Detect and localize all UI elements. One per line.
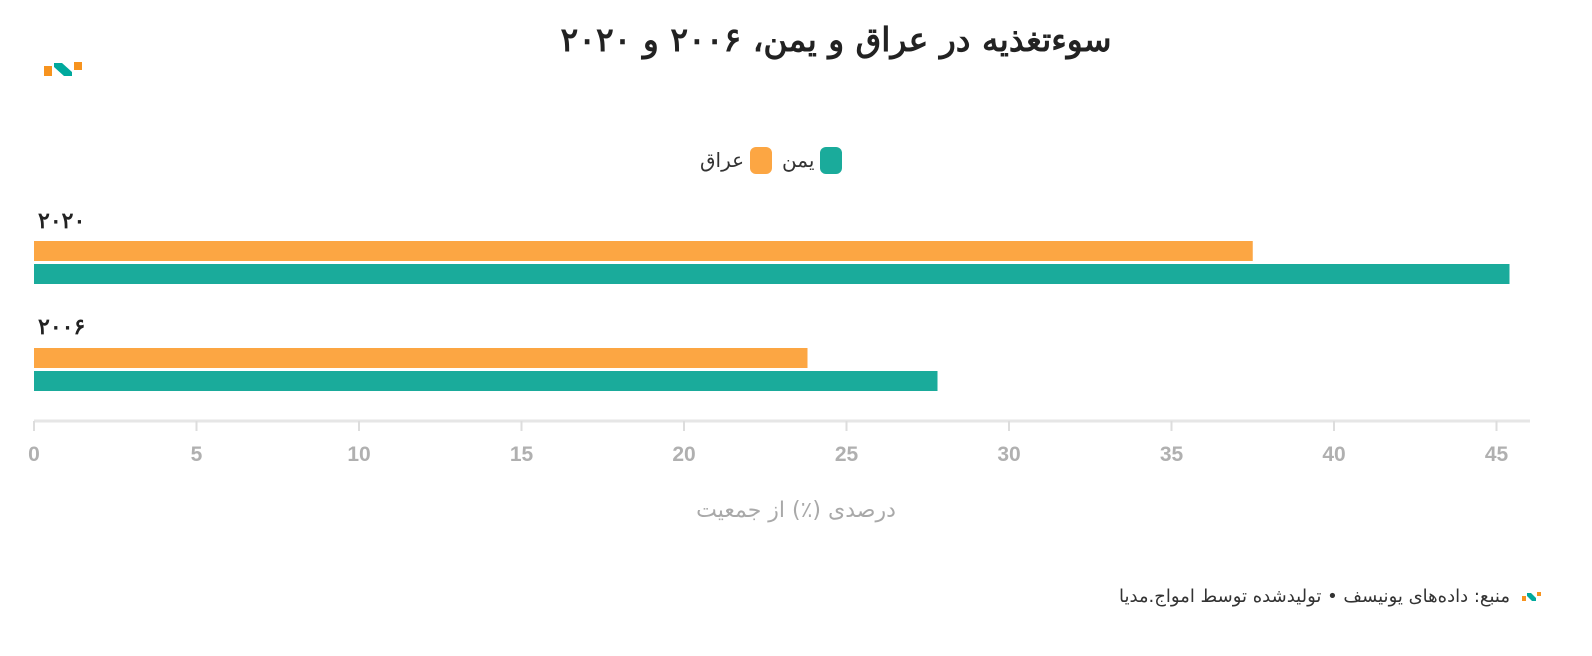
footer-logo-icon: [1522, 591, 1541, 601]
chart-title: سوءتغذیه در عراق و یمن، ۲۰۰۶ و ۲۰۲۰: [560, 20, 1112, 59]
legend-swatch-iraq: [750, 146, 773, 174]
x-tick-label: 20: [672, 443, 695, 466]
x-tick-label: 35: [1160, 443, 1184, 466]
source-note: منبع: داده‌های یونیسف • تولیدشده توسط ام…: [1118, 586, 1510, 607]
legend-label-yemen: یمن: [782, 148, 815, 172]
legend-swatch-yemen: [820, 146, 843, 174]
bar-iraq: [34, 348, 808, 368]
x-tick-label: 30: [997, 443, 1020, 466]
x-tick-label: 0: [28, 443, 40, 466]
category-label: ۲۰۲۰: [38, 208, 85, 234]
footer: منبع: داده‌های یونیسف • تولیدشده توسط ام…: [1119, 586, 1542, 607]
x-tick-label: 25: [835, 443, 859, 466]
bar-yemen: [34, 264, 1510, 284]
bar-yemen: [34, 371, 938, 391]
x-tick-label: 5: [191, 443, 203, 466]
x-axis-title: درصدی (٪) از جمعیت: [696, 498, 896, 523]
chart-legend: یمن عراق: [700, 144, 843, 176]
legend-item-iraq[interactable]: عراق: [700, 146, 773, 174]
legend-item-yemen[interactable]: یمن: [782, 146, 843, 174]
x-tick-label: 15: [510, 443, 534, 466]
x-tick-label: 40: [1322, 443, 1345, 466]
category-label: ۲۰۰۶: [38, 314, 85, 340]
x-tick-label: 10: [347, 443, 370, 466]
x-tick-label: 45: [1485, 443, 1509, 466]
legend-label-iraq: عراق: [700, 148, 745, 172]
brand-logo-icon: [44, 62, 82, 76]
bar-iraq: [34, 241, 1253, 261]
